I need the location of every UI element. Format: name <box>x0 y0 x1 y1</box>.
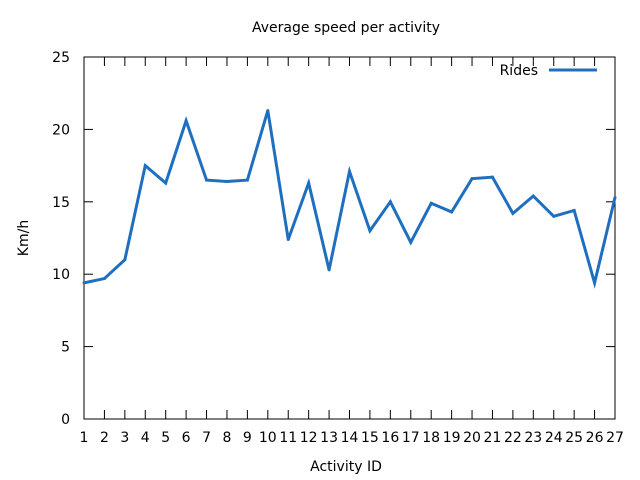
data-point <box>123 258 127 262</box>
series-lines <box>82 109 617 289</box>
x-axis-ticks: 1 2 3 4 5 6 7 8 9 10 11 12 13 14 15 16 17 18 19 20 21 22 23 24 2… <box>80 57 624 446</box>
x-tick-label: 22 <box>504 430 522 446</box>
x-tick-label: 25 <box>565 430 583 446</box>
x-tick-label: 10 <box>259 430 277 446</box>
data-point <box>225 180 229 184</box>
data-point <box>164 181 168 185</box>
x-tick-label: 5 <box>161 430 170 446</box>
x-tick-label: 1 <box>80 430 89 446</box>
data-point <box>205 178 209 182</box>
x-tick-label: 12 <box>300 430 318 446</box>
chart-title: Average speed per activity <box>252 20 440 36</box>
data-point <box>388 200 392 204</box>
x-tick-label: 19 <box>443 430 461 446</box>
data-point <box>429 201 433 205</box>
data-point <box>409 240 413 244</box>
x-tick-label: 14 <box>341 430 359 446</box>
data-point <box>184 119 188 123</box>
x-tick-label: 24 <box>545 430 563 446</box>
x-tick-label: 2 <box>100 430 109 446</box>
data-point <box>593 281 597 285</box>
y-tick-label: 10 <box>52 267 70 283</box>
x-tick-label: 13 <box>320 430 338 446</box>
plot-frame <box>83 56 616 420</box>
x-tick-label: 4 <box>141 430 150 446</box>
y-axis-label: Km/h <box>16 220 32 256</box>
data-point <box>511 211 515 215</box>
x-tick-label: 27 <box>606 430 624 446</box>
x-tick-label: 26 <box>586 430 604 446</box>
x-tick-label: 8 <box>223 430 232 446</box>
series-line-rides <box>83 110 617 289</box>
x-tick-label: 18 <box>422 430 440 446</box>
data-point <box>613 195 617 199</box>
data-point <box>531 194 535 198</box>
x-tick-label: 21 <box>484 430 502 446</box>
data-point <box>266 109 270 113</box>
x-tick-label: 20 <box>463 430 481 446</box>
x-tick-label: 17 <box>402 430 420 446</box>
x-tick-label: 23 <box>524 430 542 446</box>
legend: Rides <box>500 63 597 79</box>
y-tick-label: 5 <box>61 340 70 356</box>
y-tick-label: 15 <box>52 195 70 211</box>
data-point <box>307 181 311 185</box>
data-point <box>490 175 494 179</box>
x-tick-label: 3 <box>120 430 129 446</box>
x-tick-label: 16 <box>381 430 399 446</box>
legend-label-rides: Rides <box>500 63 538 79</box>
x-tick-label: 9 <box>243 430 252 446</box>
y-tick-label: 0 <box>61 412 70 428</box>
y-tick-label: 25 <box>52 50 70 66</box>
x-tick-label: 6 <box>182 430 191 446</box>
y-tick-label: 20 <box>52 122 70 138</box>
data-point <box>348 169 351 173</box>
data-point <box>470 177 474 181</box>
x-tick-label: 7 <box>202 430 211 446</box>
data-point <box>102 277 106 281</box>
data-point <box>245 178 249 182</box>
data-point <box>450 210 454 214</box>
data-point <box>327 268 331 272</box>
data-point <box>572 208 576 212</box>
data-point <box>368 229 372 233</box>
data-point <box>82 281 86 285</box>
y-axis-ticks: 0 5 10 15 20 25 <box>52 50 615 428</box>
x-tick-label: 15 <box>361 430 379 446</box>
x-axis-label: Activity ID <box>310 459 382 475</box>
data-point <box>552 214 556 218</box>
data-point <box>286 237 290 241</box>
x-tick-label: 11 <box>279 430 297 446</box>
data-point <box>143 164 147 168</box>
